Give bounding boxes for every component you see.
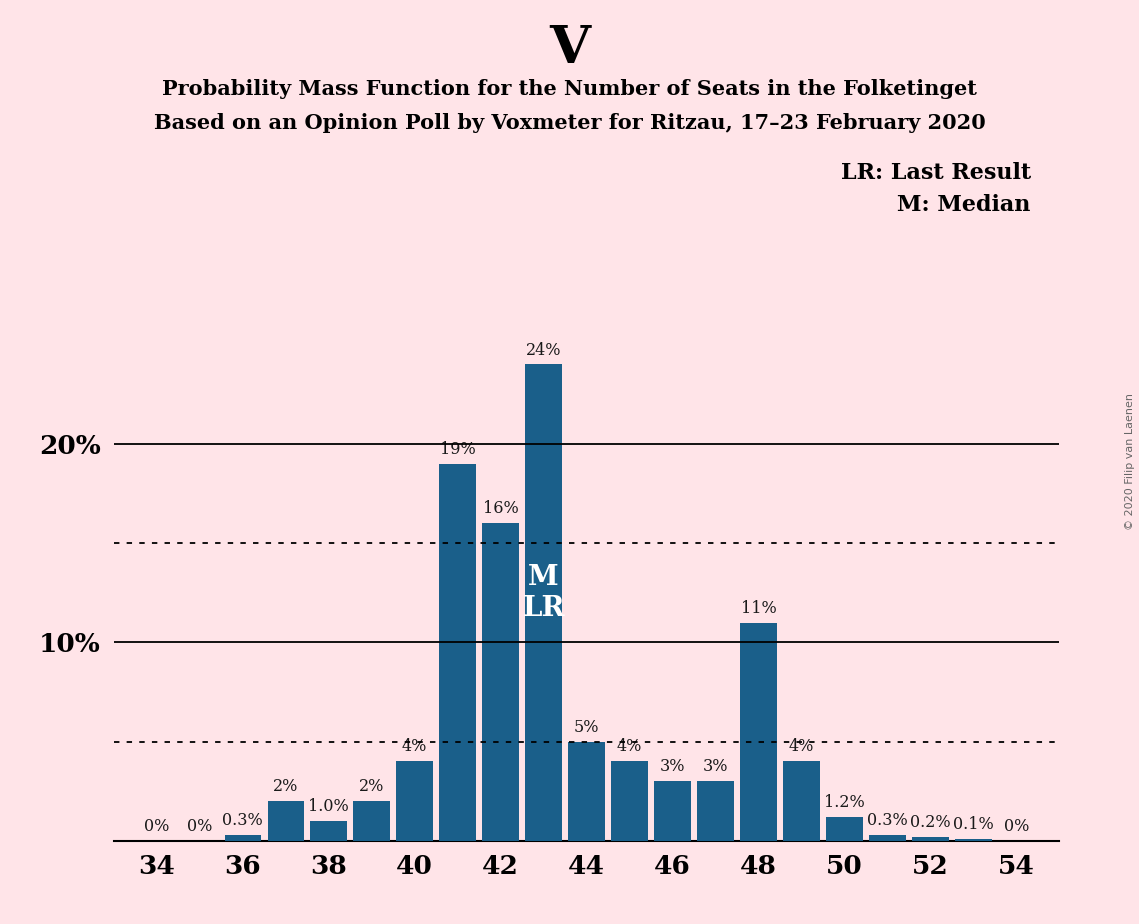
Text: Based on an Opinion Poll by Voxmeter for Ritzau, 17–23 February 2020: Based on an Opinion Poll by Voxmeter for… <box>154 113 985 133</box>
Bar <box>483 523 519 841</box>
Bar <box>784 761 820 841</box>
Bar <box>826 817 862 841</box>
Bar <box>740 623 777 841</box>
Bar <box>440 464 476 841</box>
Text: 19%: 19% <box>440 441 476 457</box>
Text: 16%: 16% <box>483 500 518 517</box>
Bar <box>396 761 433 841</box>
Text: 24%: 24% <box>526 342 562 359</box>
Bar <box>912 837 949 841</box>
Bar <box>568 742 605 841</box>
Text: 2%: 2% <box>273 778 298 796</box>
Text: 0%: 0% <box>1003 818 1029 835</box>
Text: © 2020 Filip van Laenen: © 2020 Filip van Laenen <box>1125 394 1134 530</box>
Bar <box>268 801 304 841</box>
Bar <box>525 364 562 841</box>
Text: M
LR: M LR <box>523 564 565 622</box>
Bar <box>353 801 390 841</box>
Text: Probability Mass Function for the Number of Seats in the Folketinget: Probability Mass Function for the Number… <box>162 79 977 99</box>
Text: 3%: 3% <box>659 759 686 775</box>
Bar <box>697 782 734 841</box>
Text: 0.3%: 0.3% <box>222 812 263 829</box>
Text: 0.3%: 0.3% <box>867 812 908 829</box>
Text: 4%: 4% <box>788 738 814 756</box>
Text: 1.2%: 1.2% <box>823 794 865 811</box>
Text: 3%: 3% <box>703 759 728 775</box>
Text: 0.1%: 0.1% <box>953 816 993 833</box>
Text: 1.0%: 1.0% <box>309 798 350 815</box>
Bar <box>869 835 906 841</box>
Text: 4%: 4% <box>402 738 427 756</box>
Text: 4%: 4% <box>617 738 642 756</box>
Bar <box>224 835 261 841</box>
Text: 0%: 0% <box>187 818 213 835</box>
Text: M: Median: M: Median <box>898 194 1031 216</box>
Text: 2%: 2% <box>359 778 385 796</box>
Text: 0.2%: 0.2% <box>910 814 951 831</box>
Text: 11%: 11% <box>740 600 777 616</box>
Text: V: V <box>549 23 590 74</box>
Bar <box>311 821 347 841</box>
Text: 0%: 0% <box>145 818 170 835</box>
Text: 5%: 5% <box>574 719 599 736</box>
Bar <box>956 839 992 841</box>
Bar <box>654 782 690 841</box>
Text: LR: Last Result: LR: Last Result <box>841 162 1031 184</box>
Bar <box>612 761 648 841</box>
